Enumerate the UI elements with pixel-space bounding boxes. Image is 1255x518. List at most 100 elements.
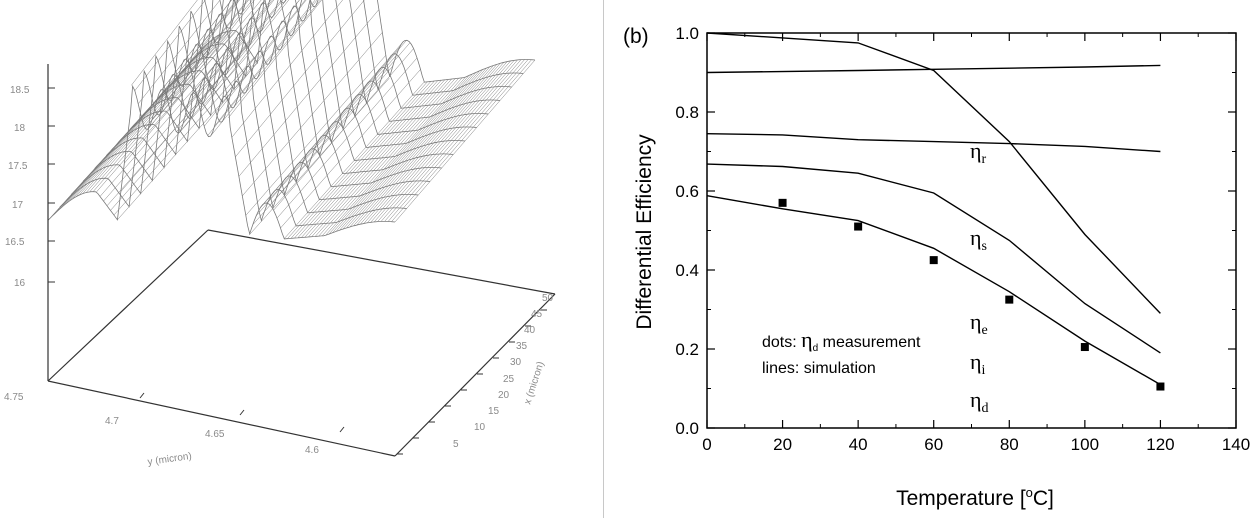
surface-hatch <box>335 72 477 232</box>
x-tick-label: 100 <box>1071 435 1099 454</box>
plot-area: 0 20 40 60 80 100 120 140 0.0 0.2 0.4 0.6 0.8 1.0 ηs ηr… <box>675 24 1250 454</box>
series-label-e: ηe <box>970 309 988 338</box>
y-tick-label: 1.0 <box>675 24 699 43</box>
surface-hatch <box>353 65 494 227</box>
surface-hatch <box>235 0 365 158</box>
x-tick-label: 60 <box>924 435 943 454</box>
y-tick-mark <box>239 409 245 416</box>
z-tick: 16 <box>14 278 26 289</box>
measurement-dot <box>1005 295 1014 304</box>
surface-hatch <box>124 0 262 164</box>
series-line-r <box>706 133 1161 153</box>
surface-hatch <box>79 34 220 196</box>
surface-hatch <box>273 48 414 211</box>
measurement-dot <box>778 198 787 207</box>
y-tick-label: 0.8 <box>675 103 699 122</box>
y-tick-label: 0.2 <box>675 340 699 359</box>
y-tick: 4.6 <box>305 445 319 456</box>
surface-hatch <box>131 0 198 86</box>
x-tick: 10 <box>474 422 486 433</box>
surface-hatch <box>176 0 284 133</box>
surface-hatch <box>214 0 316 127</box>
y-tick: 4.65 <box>205 429 225 440</box>
surface-hatch <box>370 60 511 223</box>
surface-hatch <box>238 9 380 177</box>
surface-hatch <box>374 60 515 223</box>
measurement-dot <box>1080 343 1089 352</box>
x-tick-label: 40 <box>849 435 868 454</box>
surface-hatch <box>276 57 418 219</box>
surface-ridge <box>140 0 489 135</box>
surface-hatch <box>193 0 266 93</box>
x-tick: 20 <box>498 390 510 401</box>
surface-hatch <box>308 79 449 238</box>
x-tick: 40 <box>524 325 536 336</box>
z-tick: 17.5 <box>8 161 28 172</box>
surface-hatch <box>138 0 221 104</box>
surface-hatch <box>72 39 213 200</box>
surface-hatch <box>186 0 273 109</box>
x-tick: 5 <box>453 439 459 450</box>
surface-hatch <box>297 80 438 238</box>
measurement-dot <box>1156 382 1165 391</box>
surface-hatch <box>217 0 307 113</box>
surface-hatch <box>92 30 234 192</box>
z-tick: 16.5 <box>5 237 25 248</box>
surface-hatch <box>339 70 480 231</box>
series-label-s: ηs <box>970 225 987 254</box>
surface-ridge <box>164 0 512 109</box>
surface-hatch <box>384 59 525 222</box>
y-tick-mark <box>139 392 145 399</box>
x-tick: 30 <box>510 357 522 368</box>
surface-hatch <box>231 0 343 138</box>
surface-hatch <box>165 0 240 95</box>
measurement-dot <box>929 256 938 265</box>
surface-hatch <box>391 59 532 222</box>
y-tick-label: 0.4 <box>675 261 699 280</box>
surface-hatch <box>266 40 407 204</box>
measurement-dot <box>854 222 863 231</box>
surface-hatch <box>377 59 518 222</box>
annotation-dots: dots: ηd measurement <box>762 327 921 354</box>
surface-hatch <box>346 67 487 229</box>
axes-box-3d <box>47 64 556 457</box>
y-tick-mark <box>339 426 345 433</box>
y-axis-label: Differential Efficiency <box>633 134 656 330</box>
surface-hatch <box>349 66 491 228</box>
surface-hatch <box>262 41 404 205</box>
series-label-r: ηr <box>970 138 987 167</box>
surface-hatch <box>224 0 300 97</box>
surface-mesh <box>47 0 536 240</box>
surface-hatch <box>68 42 209 202</box>
surface-hatch <box>127 0 238 136</box>
surface-hatch <box>86 31 227 193</box>
surface-hatch <box>204 0 306 127</box>
surface-hatch <box>356 64 497 226</box>
x-tick: 35 <box>516 341 528 352</box>
annotation-lines: lines: simulation <box>762 360 876 377</box>
surface-hatch <box>151 0 248 120</box>
surface-hatch <box>145 0 249 129</box>
surface-hatch <box>207 0 318 136</box>
surface-hatch <box>169 0 255 108</box>
y-tick-label: 0.0 <box>675 419 699 438</box>
surface-hatch <box>367 61 508 224</box>
z-tick: 17 <box>12 200 24 211</box>
series-label-d: ηd <box>970 387 989 416</box>
surface-hatch <box>328 75 470 235</box>
surface-hatch <box>360 63 501 225</box>
series-line-s <box>706 64 1161 74</box>
series-label-i: ηi <box>970 349 986 378</box>
series-line-e <box>706 32 1161 314</box>
series-line-i <box>706 163 1161 354</box>
surface-hatch <box>283 82 425 240</box>
surface-hatch <box>321 77 463 237</box>
surface-hatch <box>318 78 459 237</box>
surface-hatch <box>89 30 230 193</box>
y-tick: 4.75 <box>4 392 24 403</box>
x-tick: 25 <box>503 374 515 385</box>
surface-hatch <box>183 0 282 123</box>
surface-hatch <box>228 0 322 118</box>
